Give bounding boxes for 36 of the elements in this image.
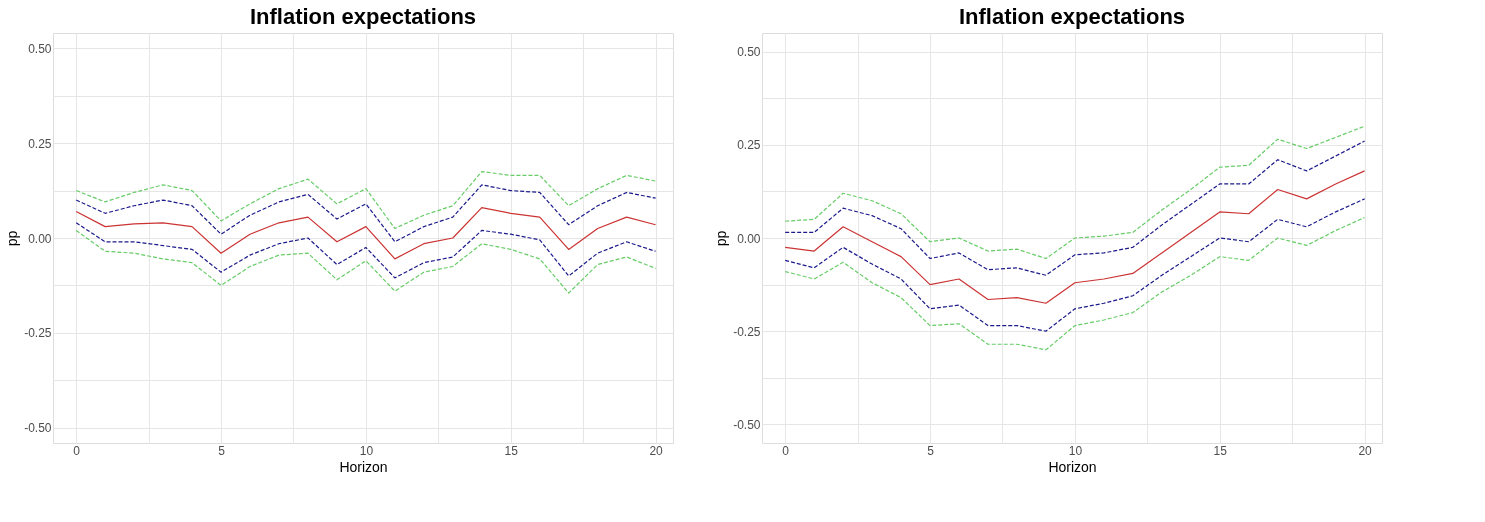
y-tick-label: 0.00 (737, 231, 761, 246)
x-tick-label: 10 (359, 443, 374, 458)
x-tick-label: 5 (218, 443, 226, 458)
line-series (784, 170, 1366, 304)
x-axis-title: Horizon (1048, 458, 1097, 475)
line-series (784, 216, 1366, 351)
x-tick-label: 0 (782, 443, 790, 458)
y-tick-label: -0.50 (733, 417, 761, 432)
chart-title: Inflation expectations (249, 4, 477, 29)
y-tick-label: -0.25 (733, 324, 761, 339)
y-axis-title: pp (4, 230, 21, 247)
y-tick-label: 0.00 (28, 231, 52, 246)
x-axis-title: Horizon (339, 458, 388, 475)
x-tick-label: 20 (1358, 443, 1373, 458)
line-series (784, 125, 1366, 260)
y-tick-label: 0.50 (28, 41, 52, 56)
line-series (75, 184, 657, 243)
line-series (784, 198, 1366, 332)
y-tick-label: 0.25 (737, 138, 761, 153)
x-tick-label: 20 (649, 443, 664, 458)
y-tick-label: 0.25 (28, 136, 52, 151)
line-series (75, 229, 657, 294)
y-tick-label: 0.50 (737, 45, 761, 60)
x-tick-label: 15 (504, 443, 519, 458)
y-tick-label: -0.25 (24, 326, 52, 341)
x-tick-label: 5 (927, 443, 935, 458)
x-tick-label: 15 (1213, 443, 1228, 458)
chart-title: Inflation expectations (958, 4, 1186, 29)
x-tick-label: 0 (73, 443, 81, 458)
line-series (75, 207, 657, 260)
line-series (784, 140, 1366, 276)
y-axis-title: pp (713, 230, 730, 247)
line-series (75, 222, 657, 279)
x-tick-label: 10 (1068, 443, 1083, 458)
line-series (75, 170, 657, 230)
y-tick-label: -0.50 (24, 421, 52, 436)
